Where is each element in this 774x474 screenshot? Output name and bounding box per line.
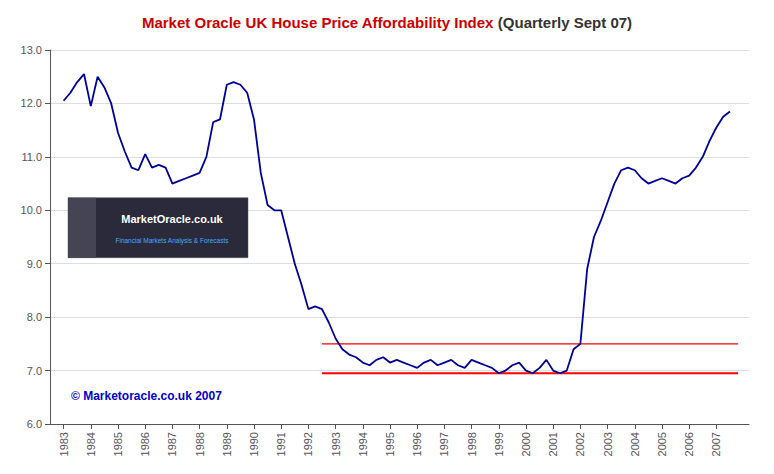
svg-text:Market Oracle: Market Oracle: [142, 14, 245, 31]
svg-text:2005: 2005: [656, 432, 668, 456]
svg-text:2007: 2007: [710, 432, 722, 456]
svg-text:1987: 1987: [166, 432, 178, 456]
svg-text:1984: 1984: [85, 432, 97, 456]
svg-text:2004: 2004: [629, 432, 641, 456]
svg-text:2006: 2006: [683, 432, 695, 456]
svg-text:1996: 1996: [411, 432, 423, 456]
svg-text:(Quarterly Sept 07): (Quarterly Sept 07): [494, 14, 632, 31]
svg-text:© Marketoracle.co.uk 2007: © Marketoracle.co.uk 2007: [71, 389, 222, 403]
svg-text:1988: 1988: [194, 432, 206, 456]
svg-text:1997: 1997: [438, 432, 450, 456]
svg-text:10.0: 10.0: [21, 204, 42, 216]
svg-text:8.0: 8.0: [27, 311, 42, 323]
svg-text:1999: 1999: [493, 432, 505, 456]
svg-text:12.0: 12.0: [21, 97, 42, 109]
svg-text:7.0: 7.0: [27, 365, 42, 377]
svg-text:1995: 1995: [384, 432, 396, 456]
svg-text:2001: 2001: [547, 432, 559, 456]
svg-text:1992: 1992: [302, 432, 314, 456]
svg-text:2003: 2003: [602, 432, 614, 456]
svg-text:6.0: 6.0: [27, 418, 42, 430]
svg-text:1993: 1993: [330, 432, 342, 456]
svg-text:11.0: 11.0: [21, 151, 42, 163]
svg-text:2002: 2002: [574, 432, 586, 456]
svg-text:1991: 1991: [275, 432, 287, 456]
svg-text:1985: 1985: [112, 432, 124, 456]
svg-text:1998: 1998: [466, 432, 478, 456]
svg-text:UK House Price Affordability I: UK House Price Affordability Index: [246, 14, 494, 31]
svg-text:1986: 1986: [139, 432, 151, 456]
svg-text:1990: 1990: [248, 432, 260, 456]
svg-text:MarketOracle.co.uk: MarketOracle.co.uk: [121, 213, 223, 225]
svg-text:Financial Markets Analysis & F: Financial Markets Analysis & Forecasts: [115, 237, 229, 245]
svg-text:1994: 1994: [357, 432, 369, 456]
svg-text:1983: 1983: [58, 432, 70, 456]
svg-text:13.0: 13.0: [21, 44, 42, 56]
svg-text:1989: 1989: [221, 432, 233, 456]
svg-text:2000: 2000: [520, 432, 532, 456]
svg-text:9.0: 9.0: [27, 258, 42, 270]
